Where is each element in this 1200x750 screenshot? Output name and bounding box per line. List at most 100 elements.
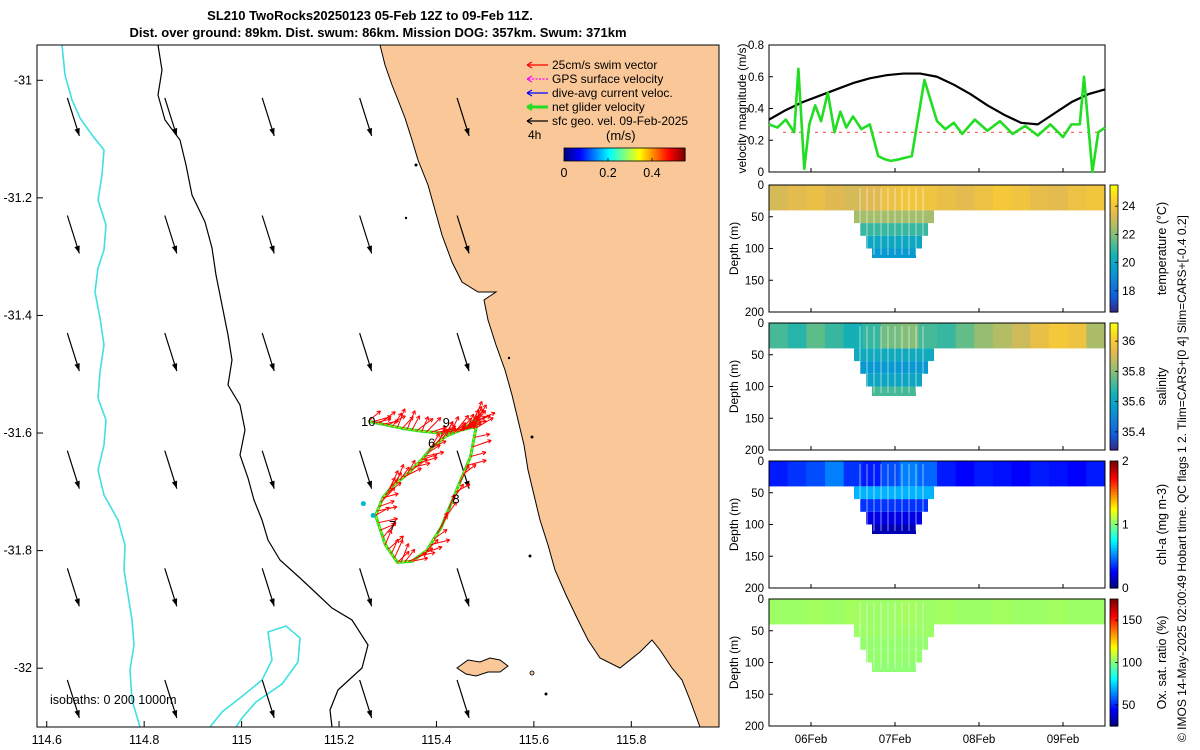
swim-vector — [384, 529, 392, 545]
colorbar-cell — [680, 148, 684, 161]
section-colorbar-cell — [1110, 350, 1118, 355]
colorbar-cell — [608, 148, 611, 161]
section-dip-cell — [860, 637, 928, 650]
colorbar-cell — [570, 148, 573, 161]
swim-vector-head — [405, 550, 410, 556]
colorbar-cell — [646, 148, 650, 161]
section-colorbar-cell — [1110, 371, 1118, 375]
section-colorbar-cell — [1110, 195, 1118, 199]
section-colorbar-cell — [1110, 572, 1118, 576]
section-surface-cell — [1049, 185, 1069, 211]
section-colorbar-cell — [1110, 432, 1118, 436]
section-colorbar-cell — [1110, 286, 1118, 290]
section-colorbar-cell — [1110, 391, 1118, 395]
swim-vector-head — [411, 459, 416, 465]
section-colorbar-cell — [1110, 424, 1118, 428]
section-colorbar-cell — [1110, 368, 1118, 372]
colorbar-cell — [650, 148, 654, 161]
section-colorbar-cell — [1110, 692, 1118, 697]
swim-vector-head — [441, 426, 446, 431]
colorbar-cell — [590, 148, 593, 161]
swim-vector — [426, 417, 442, 433]
section-dip-cell — [854, 210, 934, 224]
section-colorbar-cell — [1110, 652, 1118, 656]
swim-vector — [414, 462, 431, 468]
section-colorbar-cell — [1110, 700, 1118, 704]
colorbar-cell — [600, 148, 603, 161]
section-colorbar-cell — [1110, 619, 1118, 623]
section-dip-cell — [854, 624, 934, 638]
swim-vector-head — [478, 400, 483, 406]
swim-vector — [421, 416, 429, 432]
section-colorbar-tick-label: 0 — [1122, 581, 1129, 595]
small-island — [529, 670, 535, 676]
section-surface-cell — [1030, 323, 1050, 349]
section-colorbar-cell — [1110, 263, 1118, 267]
section-colorbar-cell — [1110, 230, 1118, 234]
section-surface-cell — [974, 185, 994, 211]
section-colorbar-cell — [1110, 284, 1118, 288]
section-surface-cell — [881, 599, 901, 625]
section-surface-cell — [974, 461, 994, 487]
section-colorbar-cell — [1110, 708, 1118, 712]
section-colorbar-tick-label: 2 — [1122, 454, 1129, 468]
swim-vector — [382, 493, 399, 499]
swim-vector-head — [465, 464, 470, 470]
section-colorbar-cell — [1110, 185, 1118, 189]
section-colorbar-cell — [1110, 506, 1118, 510]
rottnest-island — [456, 657, 509, 677]
colorbar-cell — [584, 148, 587, 161]
swim-vector-head — [423, 556, 429, 561]
section-surface-cell — [881, 323, 901, 349]
section-colorbar-cell — [1110, 238, 1118, 242]
section-colorbar-cell — [1110, 614, 1118, 618]
section-surface-cell — [769, 461, 789, 487]
section-colorbar-cell — [1110, 335, 1118, 339]
colorbar-cell — [582, 148, 585, 161]
section-colorbar-cell — [1110, 301, 1118, 305]
section-colorbar-cell — [1110, 516, 1118, 521]
section-colorbar-cell — [1110, 705, 1118, 709]
map-xtick-label: 114.6 — [32, 733, 62, 747]
section-surface-cell — [918, 185, 938, 211]
colorbar-cell — [568, 148, 571, 161]
geo-vector-head — [171, 127, 178, 136]
section-surface-cell — [806, 461, 826, 487]
section-colorbar-cell — [1110, 478, 1118, 482]
legend-label-net: net glider velocity — [552, 100, 645, 114]
map-xtick-label: 115.2 — [324, 733, 354, 747]
colorbar-cell — [624, 148, 628, 161]
section-colorbar-cell — [1110, 268, 1118, 272]
section-colorbar-cell — [1110, 642, 1118, 646]
swim-vector-head — [399, 539, 404, 544]
swim-vector-head — [428, 418, 434, 423]
colorbar-cell — [566, 148, 569, 161]
velocity-ytick-label: 0 — [758, 167, 764, 179]
section-surface-cell — [1011, 185, 1031, 211]
section-dip-cell — [872, 524, 916, 535]
swim-vector-head — [479, 409, 485, 414]
section-colorbar-cell — [1110, 471, 1118, 475]
geo-vector-head — [74, 709, 80, 718]
section-colorbar-cell — [1110, 657, 1118, 661]
section-colorbar-cell — [1110, 639, 1118, 643]
section-surface-cell — [1011, 599, 1031, 625]
section-colorbar-cell — [1110, 378, 1118, 383]
swim-vector-head — [405, 543, 410, 548]
section-surface-cell — [1030, 461, 1050, 487]
section-colorbar-cell — [1110, 439, 1118, 443]
map-ytick-label: -31.4 — [4, 308, 33, 322]
speed-colorbar: 0 0.2 0.4 — [561, 147, 686, 180]
section-colorbar-cell — [1110, 304, 1118, 308]
section-colorbar-cell — [1110, 715, 1118, 719]
swim-vector — [459, 465, 470, 484]
legend-arrowhead — [526, 75, 533, 83]
section-ytick-label: 0 — [758, 180, 764, 192]
colorbar-tick-label: 0.2 — [599, 166, 616, 180]
section-surface-cell — [843, 323, 863, 349]
section-colorbar-cell — [1110, 273, 1118, 278]
section-colorbar-cell — [1110, 580, 1118, 584]
geo-vector-head — [269, 480, 275, 489]
section-colorbar-cell — [1110, 422, 1118, 426]
geo-vector-head — [366, 480, 372, 489]
